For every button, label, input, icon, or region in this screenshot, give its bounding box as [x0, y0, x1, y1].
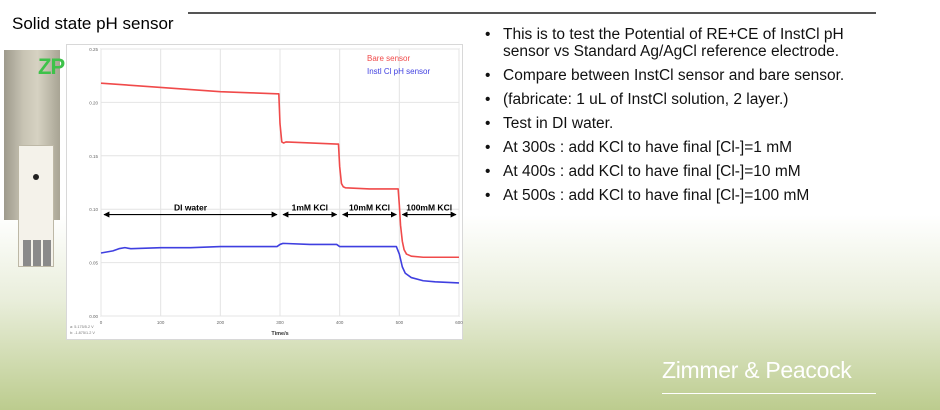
y-tick-label: 0.00: [89, 314, 98, 319]
x-tick-label: 200: [217, 320, 225, 325]
brand-divider: [662, 393, 876, 394]
y-tick-label: 0.05: [89, 261, 98, 266]
legend-entry: Bare sensor: [367, 54, 410, 63]
region-label: 100mM KCl: [406, 203, 452, 213]
region-label: DI water: [174, 203, 208, 213]
chart-panel: 0.00 0.05 0.10 0.15 0.20 0.25 0 100 200 300 400 500…: [66, 44, 463, 340]
bullet-item: This is to test the Potential of RE+CE o…: [484, 26, 884, 60]
corner-note: b: -1.875/1.2 V: [70, 331, 95, 335]
x-tick-label: 600: [455, 320, 463, 325]
y-tick-label: 0.10: [89, 207, 98, 212]
corner-note: a: 5.175/5.2 V: [70, 325, 94, 329]
brand-name: Zimmer & Peacock: [662, 357, 852, 383]
contact-pad: [43, 240, 51, 266]
bullet-item: Compare between InstCl sensor and bare s…: [484, 67, 884, 84]
bullet-item: At 400s : add KCl to have final [Cl-]=10…: [484, 163, 884, 180]
x-tick-label: 300: [276, 320, 284, 325]
electrode-dot: [33, 174, 39, 180]
x-tick-label: 0: [100, 320, 103, 325]
bullet-item: Test in DI water.: [484, 115, 884, 132]
series-line-0: [100, 82, 459, 259]
x-tick-label: 100: [157, 320, 165, 325]
contact-pad: [23, 240, 31, 266]
sensor-photo: [4, 50, 60, 267]
bullet-item: (fabricate: 1 uL of InstCl solution, 2 l…: [484, 91, 884, 108]
y-tick-label: 0.15: [89, 154, 98, 159]
series-line-1: [100, 242, 460, 284]
x-tick-label: 400: [336, 320, 344, 325]
region-label: 10mM KCl: [349, 203, 390, 213]
x-tick-label: 500: [396, 320, 404, 325]
y-tick-label: 0.20: [89, 100, 98, 105]
contact-pad: [33, 240, 41, 266]
legend-entry: Instl Cl pH sensor: [367, 67, 430, 76]
region-label: 1mM KCl: [292, 203, 328, 213]
x-axis-label: Time/s: [271, 331, 288, 337]
title-divider: [188, 12, 876, 14]
bullet-item: At 500s : add KCl to have final [Cl-]=10…: [484, 187, 884, 204]
potential-chart: 0.00 0.05 0.10 0.15 0.20 0.25 0 100 200 300 400 500…: [70, 47, 463, 337]
zp-logo: ZP: [38, 54, 65, 79]
y-tick-label: 0.25: [89, 47, 98, 52]
bullet-item: At 300s : add KCl to have final [Cl-]=1 …: [484, 139, 884, 156]
slide-title: Solid state pH sensor: [12, 14, 174, 33]
bullet-list: This is to test the Potential of RE+CE o…: [484, 26, 884, 211]
sensor-strip: [18, 145, 54, 267]
